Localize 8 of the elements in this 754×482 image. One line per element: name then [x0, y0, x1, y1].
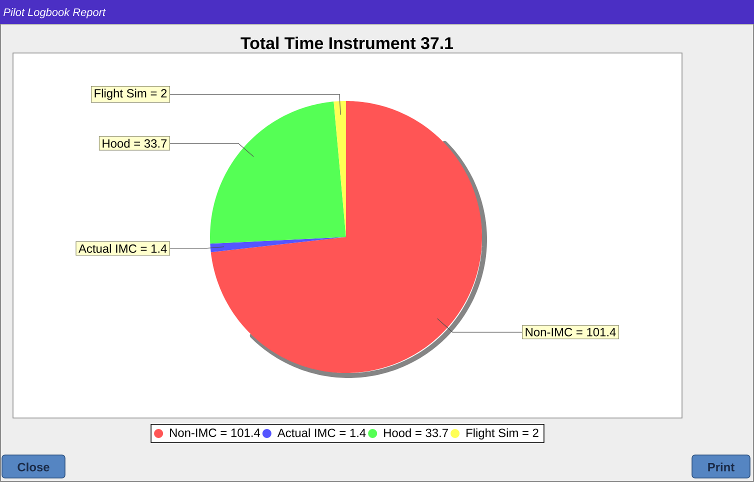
- text: Print: [708, 462, 734, 472]
- legend-label: Non-IMC = 101.4: [170, 428, 260, 437]
- text: Close: [18, 462, 50, 472]
- legend-label: Flight Sim = 2: [466, 428, 538, 440]
- legend-label: Hood = 33.7: [384, 428, 448, 438]
- text: Pilot Logbook Report: [4, 8, 106, 18]
- legend-label: Actual IMC = 1.4: [277, 428, 366, 438]
- chart-title: Total Time Instrument 37.1: [240, 36, 454, 50]
